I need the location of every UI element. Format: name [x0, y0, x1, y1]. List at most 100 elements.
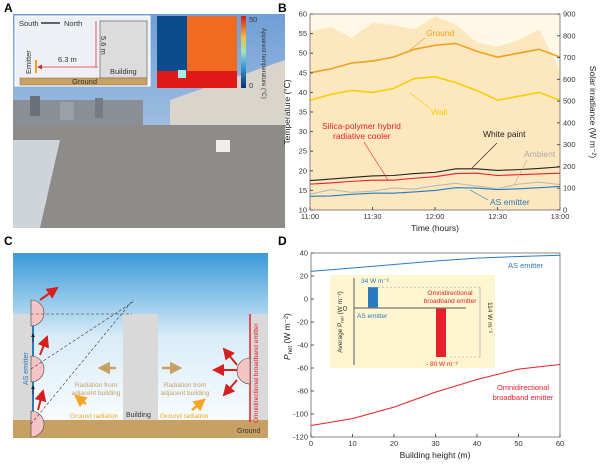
- building-shape: [99, 20, 148, 79]
- y-tick-label: -120: [293, 433, 308, 442]
- y-tick-label: 35: [299, 108, 307, 117]
- y-tick-label: -20: [297, 318, 308, 327]
- building-label: Building: [110, 67, 137, 76]
- solar-irradiance-area: [310, 16, 560, 210]
- d-omni-label-2: broadband emitter: [493, 393, 554, 402]
- building-shape: [123, 314, 158, 420]
- series-line-as-emitter: [309, 185, 561, 197]
- annot-silica-2: radiative cooler: [333, 131, 391, 141]
- panel-label-c: C: [4, 234, 13, 248]
- y2-tick-label: 100: [563, 184, 576, 193]
- ground-shape: [13, 420, 268, 438]
- y2-tick-label: 600: [563, 75, 576, 84]
- x-tick-label: 12:00: [426, 212, 445, 221]
- annot-ambient: Ambient: [524, 149, 556, 159]
- inset-ylabel: Average Pnet (W m⁻²): [337, 291, 345, 353]
- series-line-silica-polymer-hybrid-radiative-cooler: [309, 172, 561, 185]
- colorbar: [241, 16, 246, 88]
- y2-tick-label: 900: [563, 10, 576, 19]
- d-xlabel: Building height (m): [400, 450, 471, 460]
- emitter-label: Emitter: [24, 50, 33, 74]
- series-line-white-paint: [309, 166, 561, 182]
- c-radiation-right-2: adjacent building: [161, 390, 210, 397]
- y2-tick-label: 300: [563, 140, 576, 149]
- x-tick-label: 0: [309, 439, 313, 448]
- y-tick-label: 20: [299, 166, 307, 175]
- y-tick-label: 60: [299, 10, 307, 19]
- y2-tick-label: 0: [563, 206, 567, 215]
- chart-b: 1015202530354045505560010020030040050060…: [299, 10, 576, 222]
- b-ylabel: Temperature (°C): [282, 79, 292, 144]
- c-ground-radiation-right: Ground radiation: [160, 413, 209, 420]
- series-line-ambient: [309, 181, 561, 195]
- colorbar-max: 50: [249, 15, 257, 24]
- y2-tick-label: 500: [563, 97, 576, 106]
- y-tick-label: 15: [299, 186, 307, 195]
- emitter-shape: [35, 60, 37, 73]
- d-inset-bar-chart: 0 Average Pnet (W m⁻²) 34 W m⁻² - 80 W m…: [330, 275, 495, 368]
- b-y2label: Solar irradiance (W m⁻²): [588, 66, 598, 159]
- c-radiation-left-2: adjacent building: [72, 390, 121, 397]
- thermal-image-inset: 50 0 Apparent temperature (°C): [157, 15, 266, 99]
- y-tick-label: 40: [299, 88, 307, 97]
- annot-white-paint: White paint: [483, 129, 526, 139]
- x-tick-label: 13:00: [551, 212, 570, 221]
- panel-c-diagram: AS emitter Omnidirectional broadband emi…: [13, 253, 268, 439]
- y-tick-label: 40: [300, 249, 308, 258]
- c-radiation-left-1: Radiation from: [75, 382, 117, 389]
- x-tick-label: 11:00: [301, 212, 319, 221]
- south-label: South: [19, 19, 39, 28]
- c-as-emitter-label: AS emitter: [23, 352, 30, 385]
- series-line-ground: [309, 42, 561, 74]
- x-tick-label: 12:30: [488, 212, 507, 221]
- annot-silica-1: Silica-polymer hybrid: [322, 121, 401, 131]
- d-omni-label-1: Omnidirectional: [497, 383, 549, 392]
- x-tick-label: 50: [514, 439, 522, 448]
- x-tick-label: 20: [390, 439, 398, 448]
- colorbar-label: Apparent temperature (°C): [260, 28, 266, 99]
- y2-tick-label: 400: [563, 118, 576, 127]
- c-building-label: Building: [126, 412, 151, 419]
- d-as-label: AS emitter: [508, 261, 544, 270]
- y-tick-label: 30: [299, 127, 307, 136]
- inset-bar-omni: [436, 308, 446, 357]
- distance-label: 6.3 m: [58, 55, 77, 64]
- d-ylabel: Pnet (W m⁻²): [282, 313, 294, 360]
- y2-tick-label: 200: [563, 162, 576, 171]
- x-tick-label: 40: [473, 439, 481, 448]
- y2-tick-label: 700: [563, 53, 576, 62]
- c-ground-radiation-left: Ground radiation: [70, 413, 119, 420]
- y-tick-label: 55: [299, 29, 307, 38]
- b-xlabel: Time (hours): [411, 223, 459, 233]
- y-tick-label: -40: [297, 341, 308, 350]
- series-line-wall: [309, 75, 561, 102]
- c-omni-emitter-label: Omnidirectional broadband emitter: [253, 322, 260, 423]
- annot-wall: Wall: [431, 107, 447, 117]
- inset-omni-value: - 80 W m⁻²: [426, 361, 459, 368]
- panel-label-b: B: [278, 1, 287, 15]
- y-tick-label: 20: [300, 272, 308, 281]
- annot-as-emitter: AS emitter: [490, 197, 530, 207]
- y-tick-label: 0: [304, 295, 308, 304]
- inset-bar-as: [368, 287, 378, 308]
- inset-as-label: AS emitter: [357, 313, 388, 320]
- annot-ground: Ground: [426, 28, 455, 38]
- b-annotations: Ground Wall Silica-polymer hybrid radiat…: [322, 28, 556, 207]
- y-tick-label: 25: [299, 147, 307, 156]
- panel-a-schematic-inset: South North Building 5.6 m 6.3 m Emitter…: [14, 15, 151, 87]
- panel-label-d: D: [278, 234, 287, 248]
- x-tick-label: 60: [556, 439, 564, 448]
- series-line-as-emitter: [310, 254, 561, 272]
- x-tick-label: 10: [348, 439, 356, 448]
- c-radiation-right-1: Radiation from: [164, 382, 206, 389]
- y-tick-label: -60: [297, 364, 308, 373]
- x-tick-label: 11:30: [363, 212, 381, 221]
- y-tick-label: 10: [299, 206, 307, 215]
- y-tick-label: -100: [293, 410, 308, 419]
- colorbar-min: 0: [249, 81, 253, 90]
- ground-label: Ground: [72, 77, 97, 86]
- y-tick-label: 45: [299, 68, 307, 77]
- north-label: North: [64, 19, 82, 28]
- y2-tick-label: 800: [563, 31, 576, 40]
